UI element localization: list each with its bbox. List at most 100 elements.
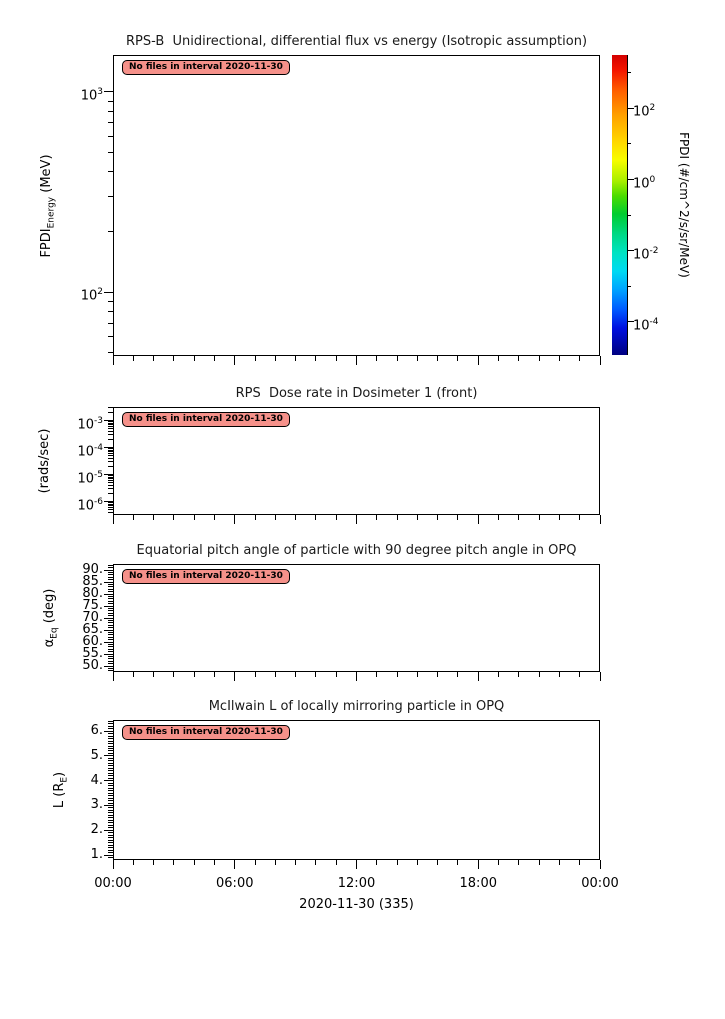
x-minor-tick [437, 860, 439, 865]
x-minor-tick [173, 672, 175, 677]
y-axis-label: αEq (deg) [41, 478, 60, 758]
y-label-units: ) [52, 771, 67, 777]
x-minor-tick [376, 356, 378, 361]
y-label-units: (MeV) [39, 153, 54, 197]
y-minor-tick [108, 488, 113, 490]
y-minor-tick [108, 466, 113, 467]
y-minor-tick [108, 837, 113, 839]
y-minor-tick [108, 607, 113, 609]
y-minor-tick [108, 509, 113, 511]
x-major-tick [599, 860, 601, 869]
y-minor-tick [108, 407, 113, 409]
y-minor-tick [108, 658, 113, 660]
y-minor-tick [108, 507, 113, 509]
x-minor-tick [132, 672, 134, 677]
x-minor-tick [558, 515, 560, 520]
y-minor-tick [108, 651, 113, 653]
y-minor-tick [108, 564, 113, 566]
x-major-tick [356, 860, 357, 869]
x-minor-tick [153, 860, 155, 865]
x-minor-tick [376, 860, 378, 865]
y-axis-label: (rads/sec) [36, 321, 54, 601]
y-minor-tick [108, 502, 113, 504]
y-minor-tick [108, 792, 113, 794]
y-label-text: L (R [52, 782, 67, 809]
y-minor-tick [108, 511, 113, 513]
y-minor-tick [108, 785, 113, 787]
exponent: -6 [94, 496, 103, 507]
y-major-tick [104, 629, 113, 631]
y-minor-tick [108, 567, 113, 569]
y-tick-label: 103 [80, 86, 103, 104]
x-minor-tick [416, 672, 418, 677]
y-label-text: (rads/sec) [37, 428, 52, 494]
no-files-badge: No files in interval 2020-11-30 [122, 569, 290, 584]
x-minor-tick [396, 672, 398, 677]
y-major-tick [104, 780, 113, 782]
x-minor-tick [295, 356, 297, 361]
y-tick-label: 2. [90, 822, 103, 838]
x-minor-tick [498, 860, 500, 865]
x-major-tick [477, 860, 479, 869]
x-minor-tick [335, 672, 337, 677]
y-minor-tick [108, 439, 113, 440]
y-minor-tick [108, 646, 113, 648]
x-minor-tick [579, 515, 581, 520]
y-minor-tick [108, 426, 113, 428]
y-minor-tick [108, 311, 113, 313]
y-minor-tick [108, 622, 113, 624]
y-minor-tick [108, 735, 113, 737]
y-minor-tick [108, 588, 113, 590]
x-minor-tick [416, 860, 418, 865]
y-major-tick [104, 829, 113, 831]
y-tick-label: 60. [82, 634, 103, 649]
y-minor-tick [108, 627, 113, 629]
y-major-tick [104, 730, 113, 732]
x-minor-tick [132, 515, 134, 520]
y-minor-tick [108, 832, 113, 834]
x-minor-tick [437, 515, 439, 520]
y-major-tick [104, 653, 113, 655]
y-major-tick [104, 617, 113, 619]
y-minor-tick [108, 817, 113, 819]
exponent: -4 [94, 442, 103, 453]
y-minor-tick [108, 322, 113, 324]
x-minor-tick [193, 672, 195, 677]
y-minor-tick [108, 738, 113, 740]
x-major-tick [356, 356, 357, 365]
y-minor-tick [108, 351, 113, 353]
x-minor-tick [457, 672, 459, 677]
x-minor-tick [173, 515, 175, 520]
x-major-tick [234, 860, 236, 869]
y-minor-tick [108, 752, 113, 754]
y-minor-tick [108, 434, 113, 436]
y-minor-tick [108, 787, 113, 789]
y-minor-tick [108, 777, 113, 779]
y-major-tick [104, 447, 113, 449]
colorbar-minor-tick [627, 214, 631, 216]
y-major-tick [104, 641, 113, 643]
y-minor-tick [108, 728, 113, 730]
x-minor-tick [579, 860, 581, 865]
y-minor-tick [108, 809, 113, 811]
y-tick-label: 10-4 [77, 442, 103, 459]
x-minor-tick [498, 515, 500, 520]
y-minor-tick [108, 484, 113, 486]
y-label-text: α [42, 638, 57, 648]
x-minor-tick [518, 356, 520, 361]
y-tick-label: 65. [82, 622, 103, 637]
x-minor-tick [457, 515, 459, 520]
no-files-badge: No files in interval 2020-11-30 [122, 725, 290, 740]
x-minor-tick [498, 356, 500, 361]
y-minor-tick [108, 667, 113, 669]
no-files-badge: No files in interval 2020-11-30 [122, 60, 290, 75]
x-major-tick [234, 515, 236, 524]
y-minor-tick [108, 822, 113, 824]
y-minor-tick [108, 636, 113, 638]
exponent: -5 [94, 469, 103, 480]
exponent: 2 [649, 103, 656, 114]
y-minor-tick [108, 720, 113, 722]
x-minor-tick [193, 860, 195, 865]
y-tick-label: 10-5 [77, 469, 103, 486]
y-minor-tick [108, 807, 113, 809]
